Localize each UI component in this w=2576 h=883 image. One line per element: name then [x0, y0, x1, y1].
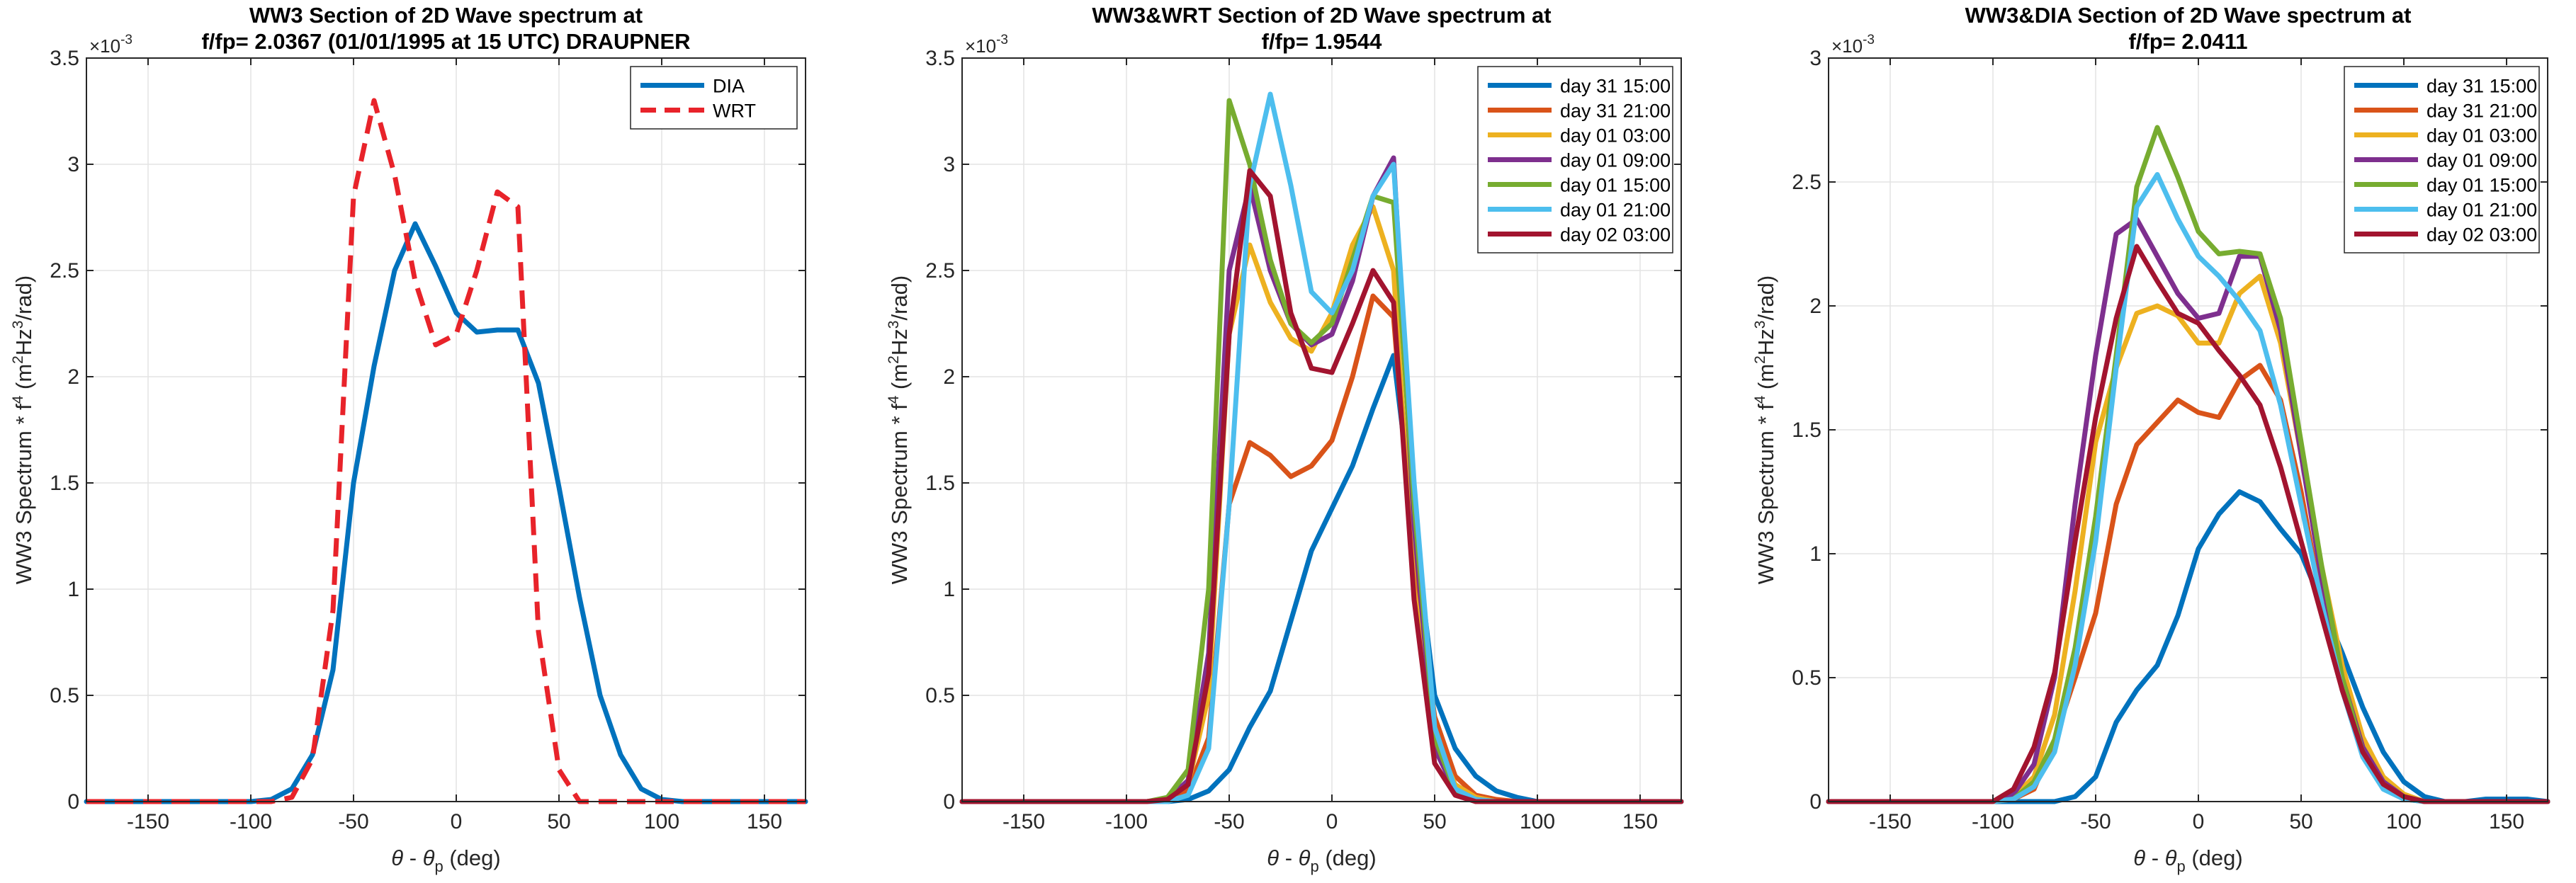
y-tick-label: 1: [67, 578, 79, 601]
y-tick-label: 0: [1809, 790, 1821, 814]
y-tick-label: 2.5: [50, 259, 79, 283]
legend-label: day 31 15:00: [1560, 76, 1671, 97]
legend-label: day 02 03:00: [1560, 224, 1671, 246]
x-tick-label: -50: [2080, 810, 2111, 833]
legend-box: [630, 66, 798, 130]
grid-lines: [86, 57, 806, 802]
legend-label: day 31 21:00: [1560, 101, 1671, 122]
x-tick-label: 50: [2289, 810, 2312, 833]
y-axis-label: WW3 Spectrum * f4 (m2Hz3/rad): [1752, 275, 1778, 584]
y-tick-label: 1.5: [1792, 418, 1821, 442]
x-axis-label: θ - θp (deg): [2133, 845, 2242, 875]
x-tick-label: 100: [2386, 810, 2422, 833]
legend-label: day 01 03:00: [2427, 125, 2537, 147]
plot-area: [86, 58, 806, 802]
y-exponent-label: ×10-3: [965, 33, 1008, 57]
legend: day 31 15:00 day 31 21:00 day 01 03:00 day …: [2344, 66, 2540, 253]
legend-label: day 01 09:00: [1560, 150, 1671, 171]
y-tick-label: 0.5: [925, 684, 955, 707]
chart-title-line-2: f/fp= 2.0411: [2128, 29, 2247, 54]
y-tick-label: 3: [943, 153, 955, 176]
chart-title-line-2: f/fp= 1.9544: [1262, 29, 1382, 54]
x-tick-label: 100: [1520, 810, 1555, 833]
y-tick-label: 2: [943, 365, 955, 389]
x-tick-label: -50: [338, 810, 368, 833]
x-tick-label: 0: [451, 810, 463, 833]
y-tick-label: 2: [1809, 295, 1821, 318]
legend-label: day 31 21:00: [2427, 101, 2537, 122]
legend: DIA WRT: [630, 66, 798, 130]
legend-label: day 01 15:00: [1560, 175, 1671, 196]
x-tick-label: 0: [1326, 810, 1338, 833]
y-tick-label: 0.5: [50, 684, 79, 707]
y-tick-label: 1.5: [50, 472, 79, 495]
axes-box: [86, 57, 806, 802]
chart-panel-1: -150 -100 -50 0 50 100 150 0 0.5 1 1.5 2 2.5 3 3.5 ×10-…: [10, 3, 808, 875]
y-tick-label: 1: [1809, 542, 1821, 566]
x-tick-label: 50: [1423, 810, 1446, 833]
y-tick-label: 3.5: [50, 47, 79, 70]
y-tick-label: 2: [67, 365, 79, 389]
axes-box: [961, 57, 1682, 802]
legend-label: day 01 21:00: [2427, 200, 2537, 221]
x-tick-label: -100: [1972, 810, 2014, 833]
chart-title-line-2: f/fp= 2.0367 (01/01/1995 at 15 UTC) DRAU…: [201, 29, 690, 54]
y-exponent-label: ×10-3: [89, 33, 132, 57]
chart-title-line-1: WW3&DIA Section of 2D Wave spectrum at: [1965, 3, 2412, 28]
y-axis-label: WW3 Spectrum * f4 (m2Hz3/rad): [10, 275, 36, 584]
x-tick-label: -150: [1002, 810, 1045, 833]
x-axis-label: θ - θp (deg): [1267, 845, 1376, 875]
y-tick-label: 1: [943, 578, 955, 601]
x-tick-label: -100: [230, 810, 272, 833]
y-tick-label: 0.5: [1792, 666, 1821, 690]
chart-title-line-1: WW3&WRT Section of 2D Wave spectrum at: [1092, 3, 1551, 28]
x-axis-label: θ - θp (deg): [391, 845, 500, 875]
legend-label: day 01 15:00: [2427, 175, 2537, 196]
y-tick-label: 2.5: [1792, 171, 1821, 194]
x-tick-label: 150: [747, 810, 782, 833]
legend-label: day 01 03:00: [1560, 125, 1671, 147]
legend-label: day 01 09:00: [2427, 150, 2537, 171]
chart-panel-2: -150 -100 -50 0 50 100 150 0 0.5 1 1.5 2 2.5 3 3.5 ×10-…: [886, 3, 1684, 875]
x-tick-label: -150: [127, 810, 169, 833]
legend-label: WRT: [713, 101, 756, 122]
y-tick-label: 0: [67, 790, 79, 814]
y-tick-label: 3: [67, 153, 79, 176]
legend-label: day 02 03:00: [2427, 224, 2537, 246]
x-tick-label: 150: [2489, 810, 2524, 833]
legend-label: day 01 21:00: [1560, 200, 1671, 221]
legend-label: DIA: [713, 76, 745, 97]
x-tick-label: 100: [644, 810, 679, 833]
legend: day 31 15:00 day 31 21:00 day 01 03:00 day …: [1477, 66, 1673, 253]
y-tick-label: 3.5: [925, 47, 955, 70]
chart-panel-3: -150 -100 -50 0 50 100 150 0 0.5 1 1.5 2 2.5 3 ×10-3 WW…: [1752, 3, 2550, 875]
x-tick-label: -100: [1105, 810, 1148, 833]
y-axis-label: WW3 Spectrum * f4 (m2Hz3/rad): [886, 275, 912, 584]
x-tick-label: 150: [1622, 810, 1658, 833]
y-tick-label: 0: [943, 790, 955, 814]
y-exponent-label: ×10-3: [1831, 33, 1875, 57]
chart-title-line-1: WW3 Section of 2D Wave spectrum at: [249, 3, 643, 28]
x-tick-label: -50: [1214, 810, 1244, 833]
y-tick-label: 2.5: [925, 259, 955, 283]
x-tick-label: 50: [547, 810, 570, 833]
x-tick-label: 0: [2193, 810, 2205, 833]
x-tick-label: -150: [1869, 810, 1911, 833]
y-tick-label: 1.5: [925, 472, 955, 495]
legend-label: day 31 15:00: [2427, 76, 2537, 97]
y-tick-label: 3: [1809, 47, 1821, 70]
